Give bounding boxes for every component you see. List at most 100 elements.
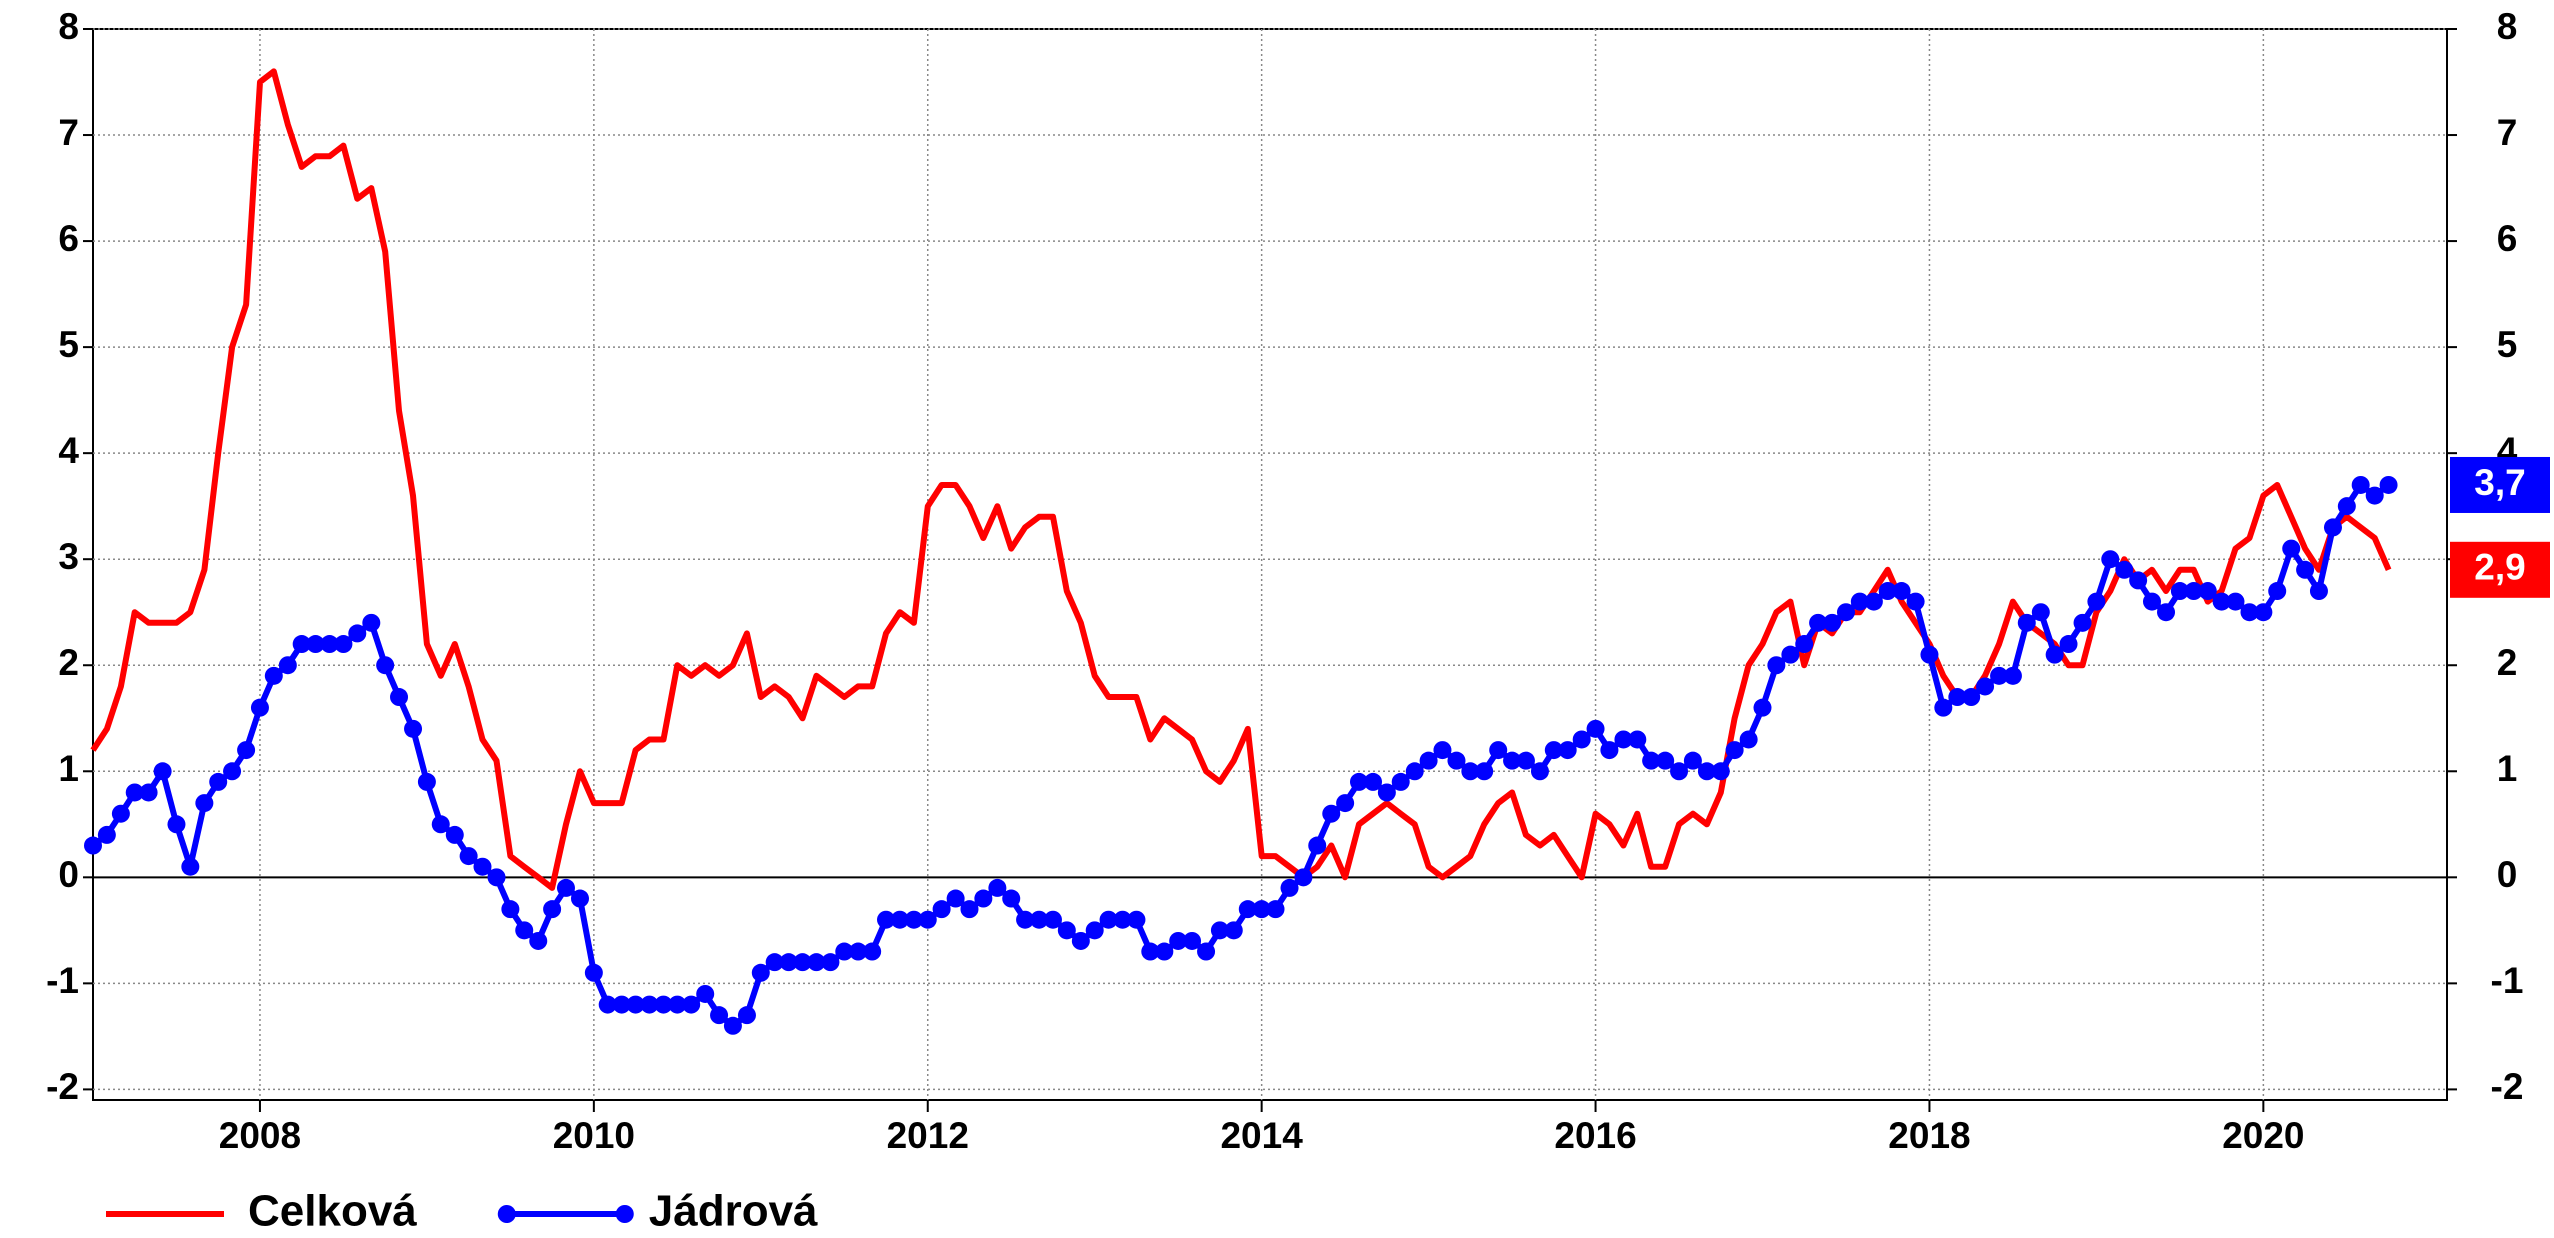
series-marker <box>264 666 283 685</box>
y-tick-label: 3 <box>58 536 79 577</box>
series-marker <box>1085 921 1104 940</box>
series-marker <box>2059 635 2078 654</box>
series-marker <box>1600 741 1619 760</box>
series-marker <box>1043 910 1062 929</box>
series-marker <box>1683 751 1702 770</box>
series-marker <box>2073 613 2092 632</box>
series-marker <box>1419 751 1438 770</box>
series-marker <box>1864 592 1883 611</box>
series-marker <box>1656 751 1675 770</box>
y-tick-label: 7 <box>58 112 79 153</box>
series-marker <box>181 857 200 876</box>
series-marker <box>932 900 951 919</box>
series-marker <box>195 794 214 813</box>
series-line <box>90 68 2392 891</box>
series-marker <box>612 995 631 1014</box>
series-marker <box>2142 592 2161 611</box>
y-tick-label: 0 <box>58 854 79 895</box>
series-marker <box>306 635 325 654</box>
y2-tick-label: 1 <box>2497 748 2518 789</box>
series-marker <box>710 1006 729 1025</box>
legend-label: Celková <box>248 1187 417 1236</box>
series-marker <box>1836 603 1855 622</box>
series-marker <box>1530 762 1549 781</box>
series-marker <box>2115 560 2134 579</box>
series-marker <box>501 900 520 919</box>
legend-marker <box>497 1205 516 1223</box>
series-marker <box>2045 645 2064 664</box>
series-marker <box>584 963 603 982</box>
x-tick-label: 2010 <box>553 1115 635 1156</box>
series-marker <box>125 783 144 802</box>
series-marker <box>1224 921 1243 940</box>
series-marker <box>473 857 492 876</box>
series-marker <box>1892 582 1911 601</box>
series-marker <box>570 889 589 908</box>
series-marker <box>1071 931 1090 950</box>
series-marker <box>2184 582 2203 601</box>
series-marker <box>1990 666 2009 685</box>
series-marker <box>417 772 436 791</box>
series-marker <box>2212 592 2231 611</box>
series-marker <box>1767 656 1786 675</box>
series-marker <box>1642 751 1661 770</box>
y2-tick-label: 2 <box>2497 642 2518 683</box>
series-marker <box>1210 921 1229 940</box>
last-value-label: 3,7 <box>2474 462 2525 503</box>
series-marker <box>1948 688 1967 707</box>
series-marker <box>1878 582 1897 601</box>
x-tick-label: 2018 <box>1888 1115 1970 1156</box>
series-marker <box>2379 475 2398 494</box>
series-marker <box>1725 741 1744 760</box>
series-line <box>91 482 2391 1029</box>
y-tick-label: 8 <box>58 6 79 47</box>
series-marker <box>515 921 534 940</box>
series-marker <box>668 995 687 1014</box>
series-marker <box>2017 613 2036 632</box>
series-marker <box>1405 762 1424 781</box>
series-marker <box>2101 550 2120 569</box>
series-marker <box>1377 783 1396 802</box>
y-tick-label: -2 <box>46 1066 79 1107</box>
series-marker <box>1503 751 1522 770</box>
series-marker <box>2337 497 2356 516</box>
series-marker <box>2365 486 2384 505</box>
series-marker <box>1489 741 1508 760</box>
series-marker <box>1252 900 1271 919</box>
series-marker <box>918 910 937 929</box>
series-marker <box>1628 730 1647 749</box>
series-marker <box>640 995 659 1014</box>
x-tick-label: 2012 <box>887 1115 969 1156</box>
series-marker <box>654 995 673 1014</box>
series-marker <box>1099 910 1118 929</box>
series-marker <box>2157 603 2176 622</box>
series-marker <box>835 942 854 961</box>
series-marker <box>556 878 575 897</box>
series-marker <box>1057 921 1076 940</box>
series-marker <box>1349 772 1368 791</box>
series-marker <box>1002 889 1021 908</box>
x-tick-label: 2008 <box>219 1115 301 1156</box>
series-marker <box>278 656 297 675</box>
series-marker <box>1586 719 1605 738</box>
last-value-box <box>2450 541 2550 598</box>
series-marker <box>334 635 353 654</box>
series-marker <box>1280 878 1299 897</box>
series-marker <box>2351 475 2370 494</box>
series-marker <box>1294 868 1313 887</box>
series-marker <box>1976 677 1995 696</box>
series-marker <box>682 995 701 1014</box>
series-marker <box>2282 539 2301 558</box>
series-marker <box>1322 804 1341 823</box>
series-marker <box>1266 900 1285 919</box>
series-marker <box>890 910 909 929</box>
x-tick-label: 2016 <box>1554 1115 1636 1156</box>
y2-tick-label: -2 <box>2491 1066 2524 1107</box>
series-marker <box>1614 730 1633 749</box>
series-marker <box>1433 741 1452 760</box>
series-marker <box>1920 645 1939 664</box>
series-marker <box>1670 762 1689 781</box>
series-marker <box>1572 730 1591 749</box>
series-marker <box>2254 603 2273 622</box>
